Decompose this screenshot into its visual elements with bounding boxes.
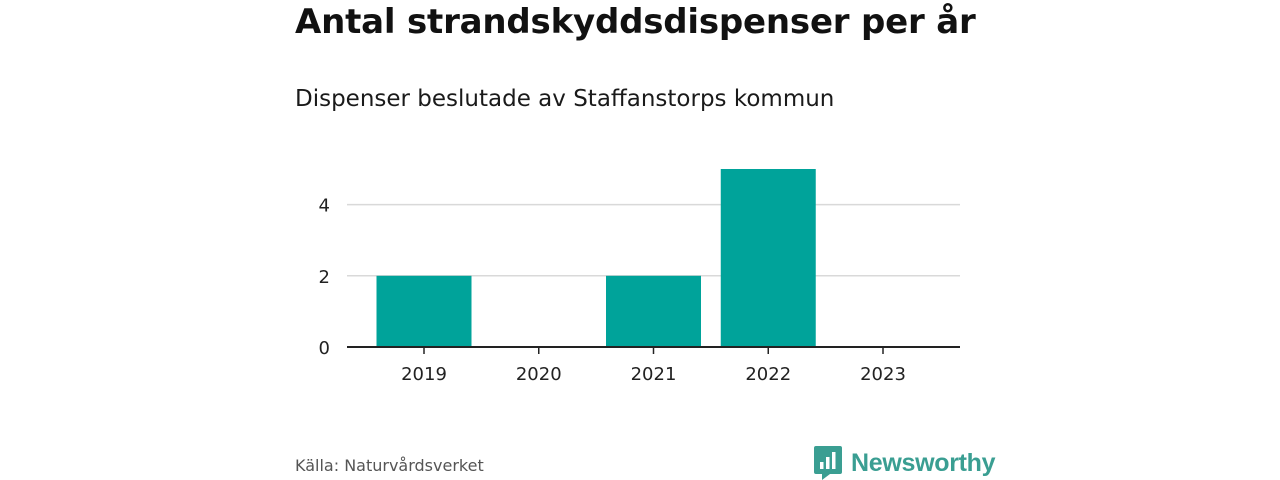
brand: Newsworthy bbox=[814, 446, 996, 480]
source-note: Källa: Naturvårdsverket bbox=[295, 456, 484, 475]
bars bbox=[376, 169, 816, 347]
x-tick-label: 2019 bbox=[401, 364, 447, 385]
bar-2019 bbox=[376, 275, 472, 347]
chart-title: Antal strandskyddsdispenser per år bbox=[295, 2, 976, 42]
chart-subtitle: Dispenser beslutade av Staffanstorps kom… bbox=[295, 86, 835, 112]
newsworthy-logo-icon bbox=[814, 446, 842, 480]
y-tick-label: 0 bbox=[319, 338, 330, 359]
x-tick-label: 2020 bbox=[516, 364, 562, 385]
gridlines bbox=[347, 203, 960, 277]
x-tick-label: 2022 bbox=[745, 364, 791, 385]
x-tick-label: 2021 bbox=[631, 364, 677, 385]
y-tick-label: 4 bbox=[319, 196, 330, 217]
brand-name: Newsworthy bbox=[851, 448, 996, 477]
axes: 0 2 4 2019 2020 2021 2022 2023 bbox=[319, 196, 960, 385]
bar-2021 bbox=[606, 275, 701, 347]
bar-2022 bbox=[720, 169, 816, 347]
y-tick-label: 2 bbox=[319, 267, 330, 288]
x-tick-label: 2023 bbox=[860, 364, 906, 385]
